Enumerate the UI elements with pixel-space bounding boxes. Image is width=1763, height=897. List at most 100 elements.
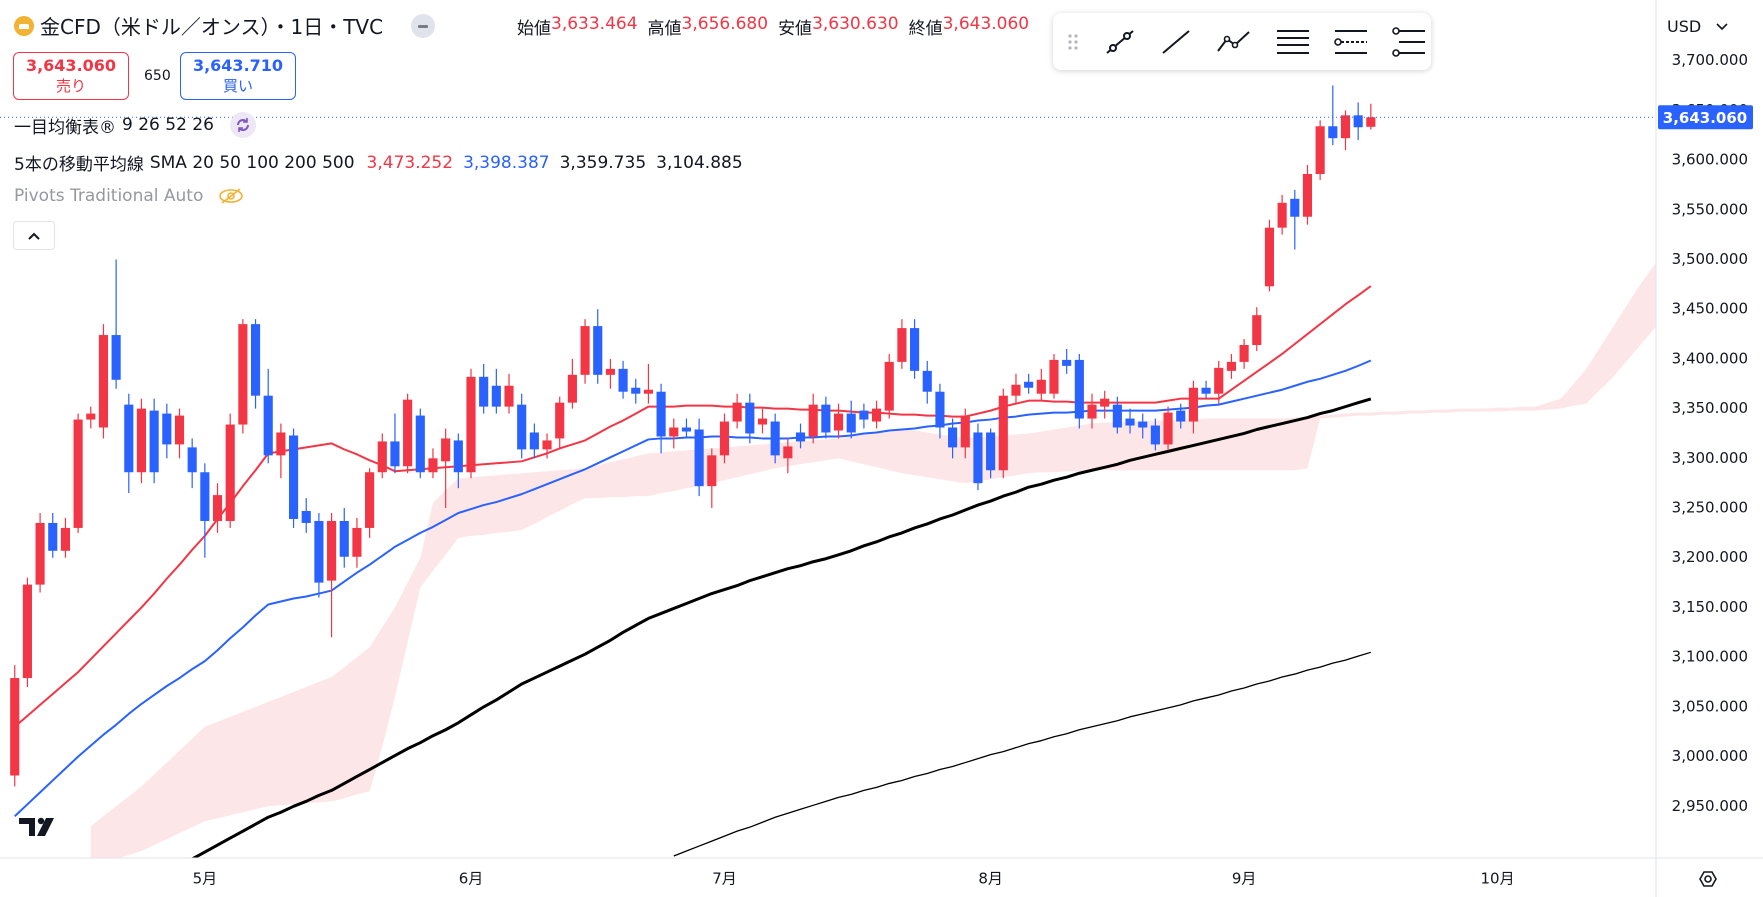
buy-label: 買い — [222, 77, 253, 95]
candle-body — [390, 441, 400, 467]
candle-body — [238, 324, 248, 425]
settings-icon[interactable] — [1699, 871, 1717, 887]
candle-body — [1100, 398, 1110, 407]
y-tick-label: 3,150.000 — [1672, 598, 1748, 616]
candle-body — [162, 413, 172, 445]
candle-body — [428, 458, 438, 473]
candle-body — [973, 432, 983, 484]
candle-body — [365, 472, 375, 528]
ohlc-legend: 始値 3,633.464 高値 3,656.680 安値 3,630.630 終値 3,… — [517, 14, 1039, 39]
plot-area — [0, 85, 1656, 858]
candle-body — [643, 389, 653, 394]
y-tick-label: 3,600.000 — [1672, 151, 1748, 169]
candle-body — [1353, 115, 1363, 128]
candle-body — [669, 427, 679, 437]
candle-body — [48, 522, 58, 551]
tool-fib[interactable] — [1333, 27, 1369, 57]
candle-body — [986, 432, 996, 471]
candle-body — [1239, 344, 1249, 362]
candle-body — [757, 418, 768, 425]
candle-body — [86, 413, 96, 420]
candle-body — [352, 527, 362, 557]
sell-label: 売り — [55, 77, 86, 95]
candle-body — [479, 376, 489, 407]
candle-body — [605, 368, 615, 375]
ohlc-label: 始値 — [517, 19, 551, 39]
candle-body — [1074, 359, 1084, 419]
y-tick-label: 3,100.000 — [1672, 648, 1748, 666]
y-tick-label: 3,050.000 — [1672, 697, 1748, 715]
candle-body — [770, 421, 780, 456]
candle-body — [124, 404, 134, 473]
candle-body — [656, 391, 666, 437]
candle-body — [593, 326, 603, 375]
candle-body — [808, 404, 818, 437]
tool-fib-ext[interactable] — [1391, 26, 1427, 57]
y-tick-label: 3,350.000 — [1672, 399, 1748, 417]
tool-path[interactable] — [1215, 27, 1253, 57]
hidden-icon[interactable] — [217, 186, 245, 206]
candle-body — [795, 432, 806, 442]
candle-body — [1024, 381, 1034, 388]
sma-value: 3,398.387 — [463, 152, 550, 173]
candle-body — [1290, 198, 1300, 217]
candle-body — [1163, 412, 1173, 445]
candle-body — [10, 678, 20, 776]
candle-body — [415, 415, 425, 473]
candle-body — [288, 435, 299, 519]
sell-button[interactable]: 3,643.060 売り — [13, 52, 129, 100]
tool-ray[interactable] — [1159, 27, 1193, 57]
ichimoku-cloud — [90, 262, 1656, 858]
tool-trendline[interactable] — [1103, 27, 1137, 57]
indicator-name: 一目均衡表® — [14, 117, 116, 138]
candle-body — [453, 440, 463, 473]
candle-body — [745, 402, 755, 434]
candle-body — [504, 385, 514, 407]
buy-button[interactable]: 3,643.710 買い — [180, 52, 296, 100]
candle-body — [212, 495, 223, 521]
candle-body — [1087, 404, 1097, 419]
refresh-icon[interactable] — [229, 112, 256, 138]
candle-body — [1214, 367, 1224, 394]
sma-line — [191, 397, 1372, 858]
candle-body — [998, 395, 1008, 471]
y-tick-label: 2,950.000 — [1672, 797, 1748, 815]
currency-select[interactable]: USD — [1661, 9, 1753, 43]
candle-body — [1328, 126, 1338, 139]
ohlc-label: 高値 — [647, 19, 682, 39]
y-tick-label: 3,000.000 — [1672, 747, 1748, 765]
tv-logo — [19, 817, 54, 836]
candle-body — [833, 413, 844, 431]
indicator-params: 9 26 52 26 — [122, 115, 214, 135]
currency: USD — [1667, 16, 1702, 36]
y-tick-label: 3,200.000 — [1672, 548, 1748, 566]
collapse-button[interactable] — [411, 13, 436, 38]
ohlc-value: 3,643.060 — [942, 14, 1030, 34]
candle-body — [719, 421, 730, 456]
candle-body — [187, 447, 197, 473]
candle-body — [491, 385, 501, 407]
candle-body — [441, 438, 451, 462]
candle-body — [694, 429, 704, 487]
x-tick-label: 6月 — [459, 870, 484, 888]
candle-body — [1112, 404, 1122, 428]
candle-body — [871, 408, 882, 422]
candle-body — [111, 335, 121, 380]
indicator-name: 5本の移動平均線 — [14, 155, 144, 175]
y-tick-label: 3,700.000 — [1672, 51, 1748, 69]
candle-body — [1302, 173, 1313, 217]
candle-body — [22, 584, 32, 679]
sma-legend: 5本の移動平均線 SMA 20 50 100 200 500 3,473.252… — [14, 150, 753, 176]
drag-handle[interactable] — [1065, 30, 1081, 54]
y-tick-label: 3,400.000 — [1672, 349, 1748, 367]
tool-lines[interactable] — [1275, 27, 1311, 57]
symbol-icon — [14, 15, 34, 36]
candle-body — [174, 415, 185, 445]
candle-body — [1138, 421, 1148, 428]
x-tick-label: 8月 — [978, 870, 1003, 888]
symbol-title: 金CFD（米ドル／オンス）・1日・TVC — [14, 11, 436, 40]
candle-body — [314, 520, 324, 583]
collapse-legend-button[interactable] — [13, 221, 55, 250]
candle-body — [339, 520, 349, 557]
candle-body — [884, 361, 894, 411]
